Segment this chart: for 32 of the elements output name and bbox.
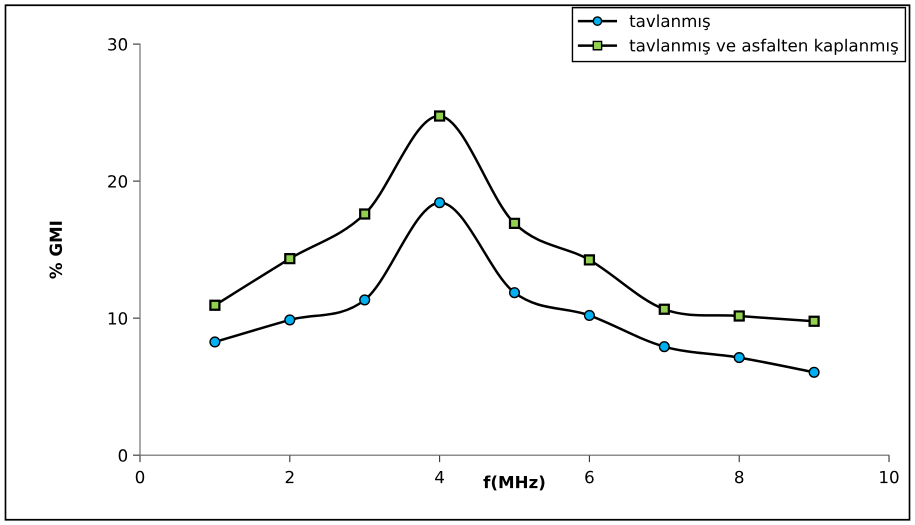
point (359, 294, 370, 306)
point (584, 254, 596, 266)
point (658, 304, 670, 315)
point (658, 341, 670, 352)
x-tick-label: 0 (136, 470, 144, 484)
legend-label: tavlanmış ve asfalten kaplanmış (630, 38, 898, 55)
y-tick-label: 30 (108, 38, 128, 51)
y-axis-title: % GMI (49, 222, 62, 279)
point (284, 253, 296, 264)
point (508, 218, 520, 229)
legend-label: tavlanmış (630, 14, 710, 30)
x-tick-label: 10 (880, 470, 899, 484)
x-axis-title: f(MHz) (483, 475, 544, 490)
y-tick-label: 20 (108, 175, 128, 188)
y-tick-label: 0 (118, 449, 128, 462)
x-tick-label: 2 (286, 470, 294, 484)
point (808, 366, 820, 378)
point (434, 197, 446, 208)
y-tick-label: 10 (108, 312, 128, 325)
point (209, 336, 220, 348)
point (209, 300, 221, 311)
x-tick-label: 6 (585, 470, 594, 484)
point (584, 310, 595, 321)
point (734, 310, 745, 322)
point (284, 314, 296, 326)
point (434, 110, 446, 122)
point (734, 352, 745, 364)
point (359, 208, 370, 220)
x-tick-label: 4 (435, 470, 444, 484)
point (808, 316, 820, 327)
point (508, 287, 520, 298)
x-tick-label: 8 (735, 470, 744, 484)
